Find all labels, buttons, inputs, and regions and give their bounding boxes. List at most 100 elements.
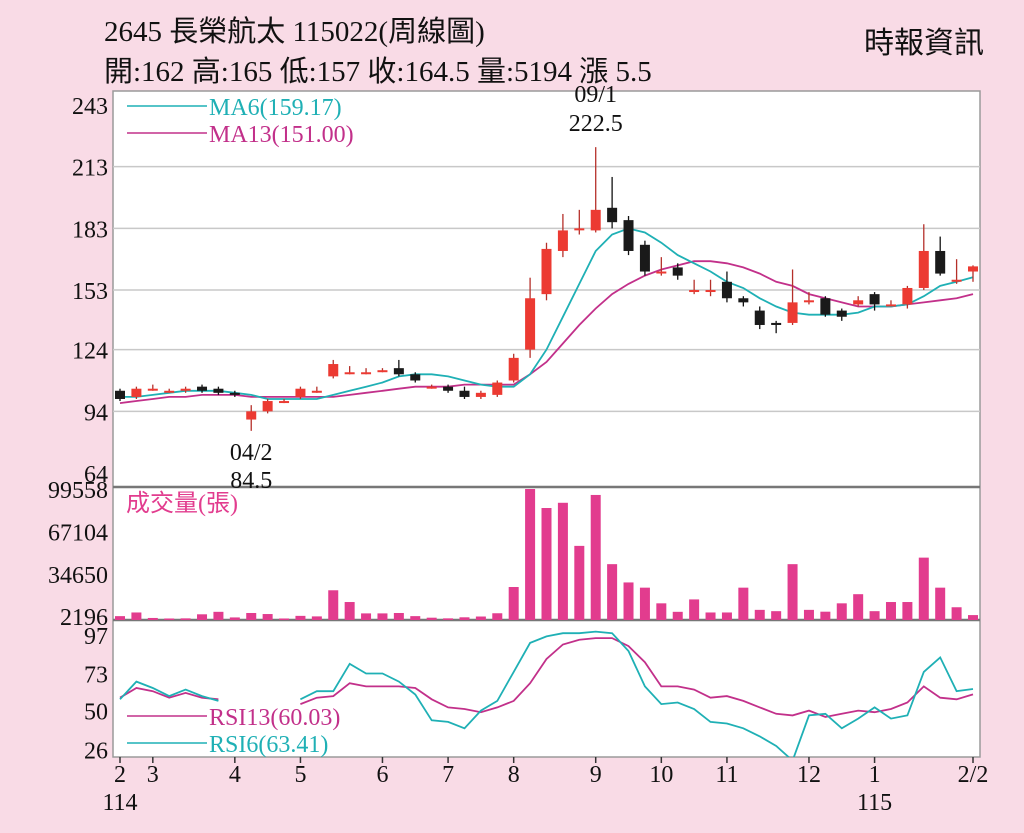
volume-bar [295,615,306,620]
candle [820,296,831,317]
candle-body [393,368,404,375]
x-month-label: 10 [649,762,673,788]
candle [869,292,880,311]
candle [705,279,716,297]
price-tick-label: 183 [72,217,108,243]
candle-body [410,374,421,381]
candle [968,265,978,282]
x-month-label: 11 [715,762,738,788]
rsi13-line [119,687,219,701]
candle-body [639,244,650,272]
candle-body [738,298,749,303]
candle [656,257,667,276]
candle-body [229,392,240,395]
volume-tick-label: 67104 [48,520,108,546]
candle [393,359,404,377]
rsi6-line [119,680,219,702]
candle [213,386,224,395]
candle-body [377,370,388,373]
x-month-label: 1 [869,762,881,788]
volume-tick-label: 34650 [48,563,108,589]
candle-body [557,230,568,251]
volume-bar [131,612,142,620]
rsi-tick-label: 97 [84,624,108,650]
candle-body [131,388,142,397]
volume-tick-label: 99558 [48,478,108,504]
candle [164,388,175,393]
candle [508,353,519,383]
volume-bar [885,602,896,620]
volume-bar [213,611,224,620]
candle [754,306,765,330]
candle-body [885,304,896,307]
candle-body [541,248,552,295]
candle-body [147,388,158,391]
candle [229,390,240,397]
candle [115,388,125,402]
volume-bar [443,618,454,620]
candle [344,366,355,375]
volume-bar [803,609,814,620]
candle-body [705,290,716,293]
x-month-label: 8 [508,762,520,788]
x-month-label: 6 [376,762,388,788]
rsi-tick-label: 26 [84,738,108,764]
candle-body [754,310,765,325]
candle [541,242,552,301]
price-tick-label: 213 [72,156,108,182]
volume-bar [115,616,125,620]
candle-body [656,271,667,274]
volume-bar [426,617,437,620]
candle [311,386,322,393]
volume-bar [262,614,273,620]
volume-bar [557,502,568,620]
volume-bar [377,613,388,620]
candle-body [213,388,224,393]
rsi6-line [300,630,974,757]
volume-bar [525,489,536,620]
candle [492,380,503,397]
volume-bar [361,613,372,620]
volume-bar [968,615,978,620]
volume-bar [590,494,601,620]
volume-bar [738,587,749,620]
volume-bar [721,612,732,620]
panel-frames [112,90,981,758]
rsi-lines [119,630,974,757]
candle-body [902,287,913,305]
candle-body [328,364,339,377]
candle [410,372,421,383]
legend-label: MA6(159.17) [209,95,342,121]
high-date-label: 09/1 [574,82,617,108]
candle [246,405,257,431]
candle [426,384,437,389]
volume-bar [311,616,322,620]
candle-body [426,386,437,389]
candle [787,269,798,325]
candle [443,384,454,393]
volume-bar [410,616,421,620]
candle [885,300,896,307]
candle [525,277,536,358]
volume-bar [475,616,486,620]
legend-label: RSI13(60.03) [209,705,340,731]
price-tick-label: 153 [72,279,108,305]
candle [902,285,913,309]
moving-average-lines [119,227,974,404]
candle-body [721,281,732,299]
low-date-label: 04/2 [230,440,273,466]
volume-bar [574,545,585,620]
data-source: 時報資訊 [864,27,984,60]
low-value-label: 84.5 [230,468,272,494]
rsi-tick-label: 73 [84,663,108,689]
volume-title: 成交量(張) [126,490,238,517]
volume-bar [869,611,880,620]
candle [295,386,306,399]
candle-body [295,388,306,397]
candle-body [574,228,585,231]
volume-bar [508,587,519,620]
volume-bar [541,508,552,620]
chart-header: 2645 長榮航太 115022(周線圖) 開:162 高:165 低:157 … [0,0,1024,90]
volume-bar [623,582,634,620]
